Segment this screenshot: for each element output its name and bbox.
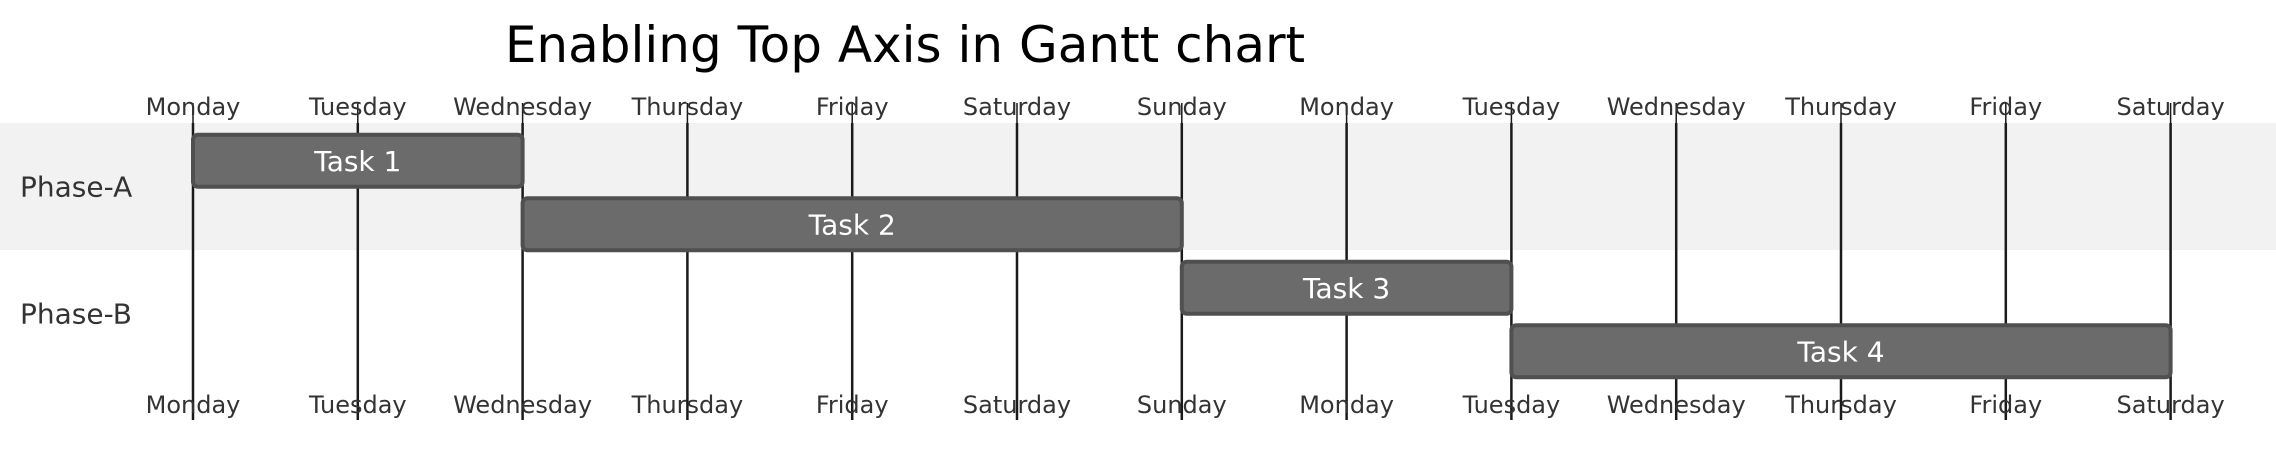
top-axis-tick-label-1: Monday xyxy=(146,93,241,121)
top-axis-tick-label-12: Friday xyxy=(1969,93,2042,121)
bottom-axis-tick-label-8: Monday xyxy=(1299,391,1394,419)
chart-title: Enabling Top Axis in Gantt chart xyxy=(505,16,1305,74)
bottom-axis-tick-label-3: Wednesday xyxy=(453,391,592,419)
bottom-axis-tick-label-12: Friday xyxy=(1969,391,2042,419)
task-bar-task-1 xyxy=(191,132,525,189)
task-bar-task-2 xyxy=(520,196,1184,253)
top-axis-tick-label-6: Saturday xyxy=(963,93,1071,121)
task-bars xyxy=(191,132,2173,380)
top-axis-tick-label-7: Sunday xyxy=(1137,93,1227,121)
bottom-axis-tick-label-1: Monday xyxy=(146,391,241,419)
bottom-axis-tick-label-5: Friday xyxy=(816,391,889,419)
top-axis-tick-label-5: Friday xyxy=(816,93,889,121)
task-label-task-3: Task 3 xyxy=(1302,272,1390,305)
bottom-axis-tick-label-7: Sunday xyxy=(1137,391,1227,419)
task-bar-task-3 xyxy=(1179,259,1514,316)
task-bar-task-4 xyxy=(1509,323,2173,380)
bottom-axis-tick-label-10: Wednesday xyxy=(1607,391,1746,419)
bottom-axis-tick-label-9: Tuesday xyxy=(1462,391,1561,419)
task-label-task-2: Task 2 xyxy=(808,208,896,241)
labels: Phase-A Phase-B Monday Monday Tuesday Tuesday… xyxy=(20,93,2225,419)
top-axis-tick-label-11: Thursday xyxy=(1784,93,1897,121)
top-axis-tick-label-3: Wednesday xyxy=(453,93,592,121)
bottom-axis-tick-label-11: Thursday xyxy=(1784,391,1897,419)
top-axis-tick-label-13: Saturday xyxy=(2117,93,2225,121)
top-axis-tick-label-9: Tuesday xyxy=(1462,93,1561,121)
task-label-task-1: Task 1 xyxy=(313,145,401,178)
bottom-axis-tick-label-4: Thursday xyxy=(631,391,744,419)
top-axis-tick-label-10: Wednesday xyxy=(1607,93,1746,121)
top-axis-tick-label-8: Monday xyxy=(1299,93,1394,121)
bottom-axis-tick-label-2: Tuesday xyxy=(308,391,407,419)
bottom-axis-tick-label-13: Saturday xyxy=(2117,391,2225,419)
phase-label-1: Phase-A xyxy=(20,171,132,204)
top-axis-tick-label-2: Tuesday xyxy=(308,93,407,121)
top-axis-tick-label-4: Thursday xyxy=(631,93,744,121)
bottom-axis-tick-label-6: Saturday xyxy=(963,391,1071,419)
phase-label-2: Phase-B xyxy=(20,298,132,331)
task-label-task-4: Task 4 xyxy=(1796,335,1884,368)
